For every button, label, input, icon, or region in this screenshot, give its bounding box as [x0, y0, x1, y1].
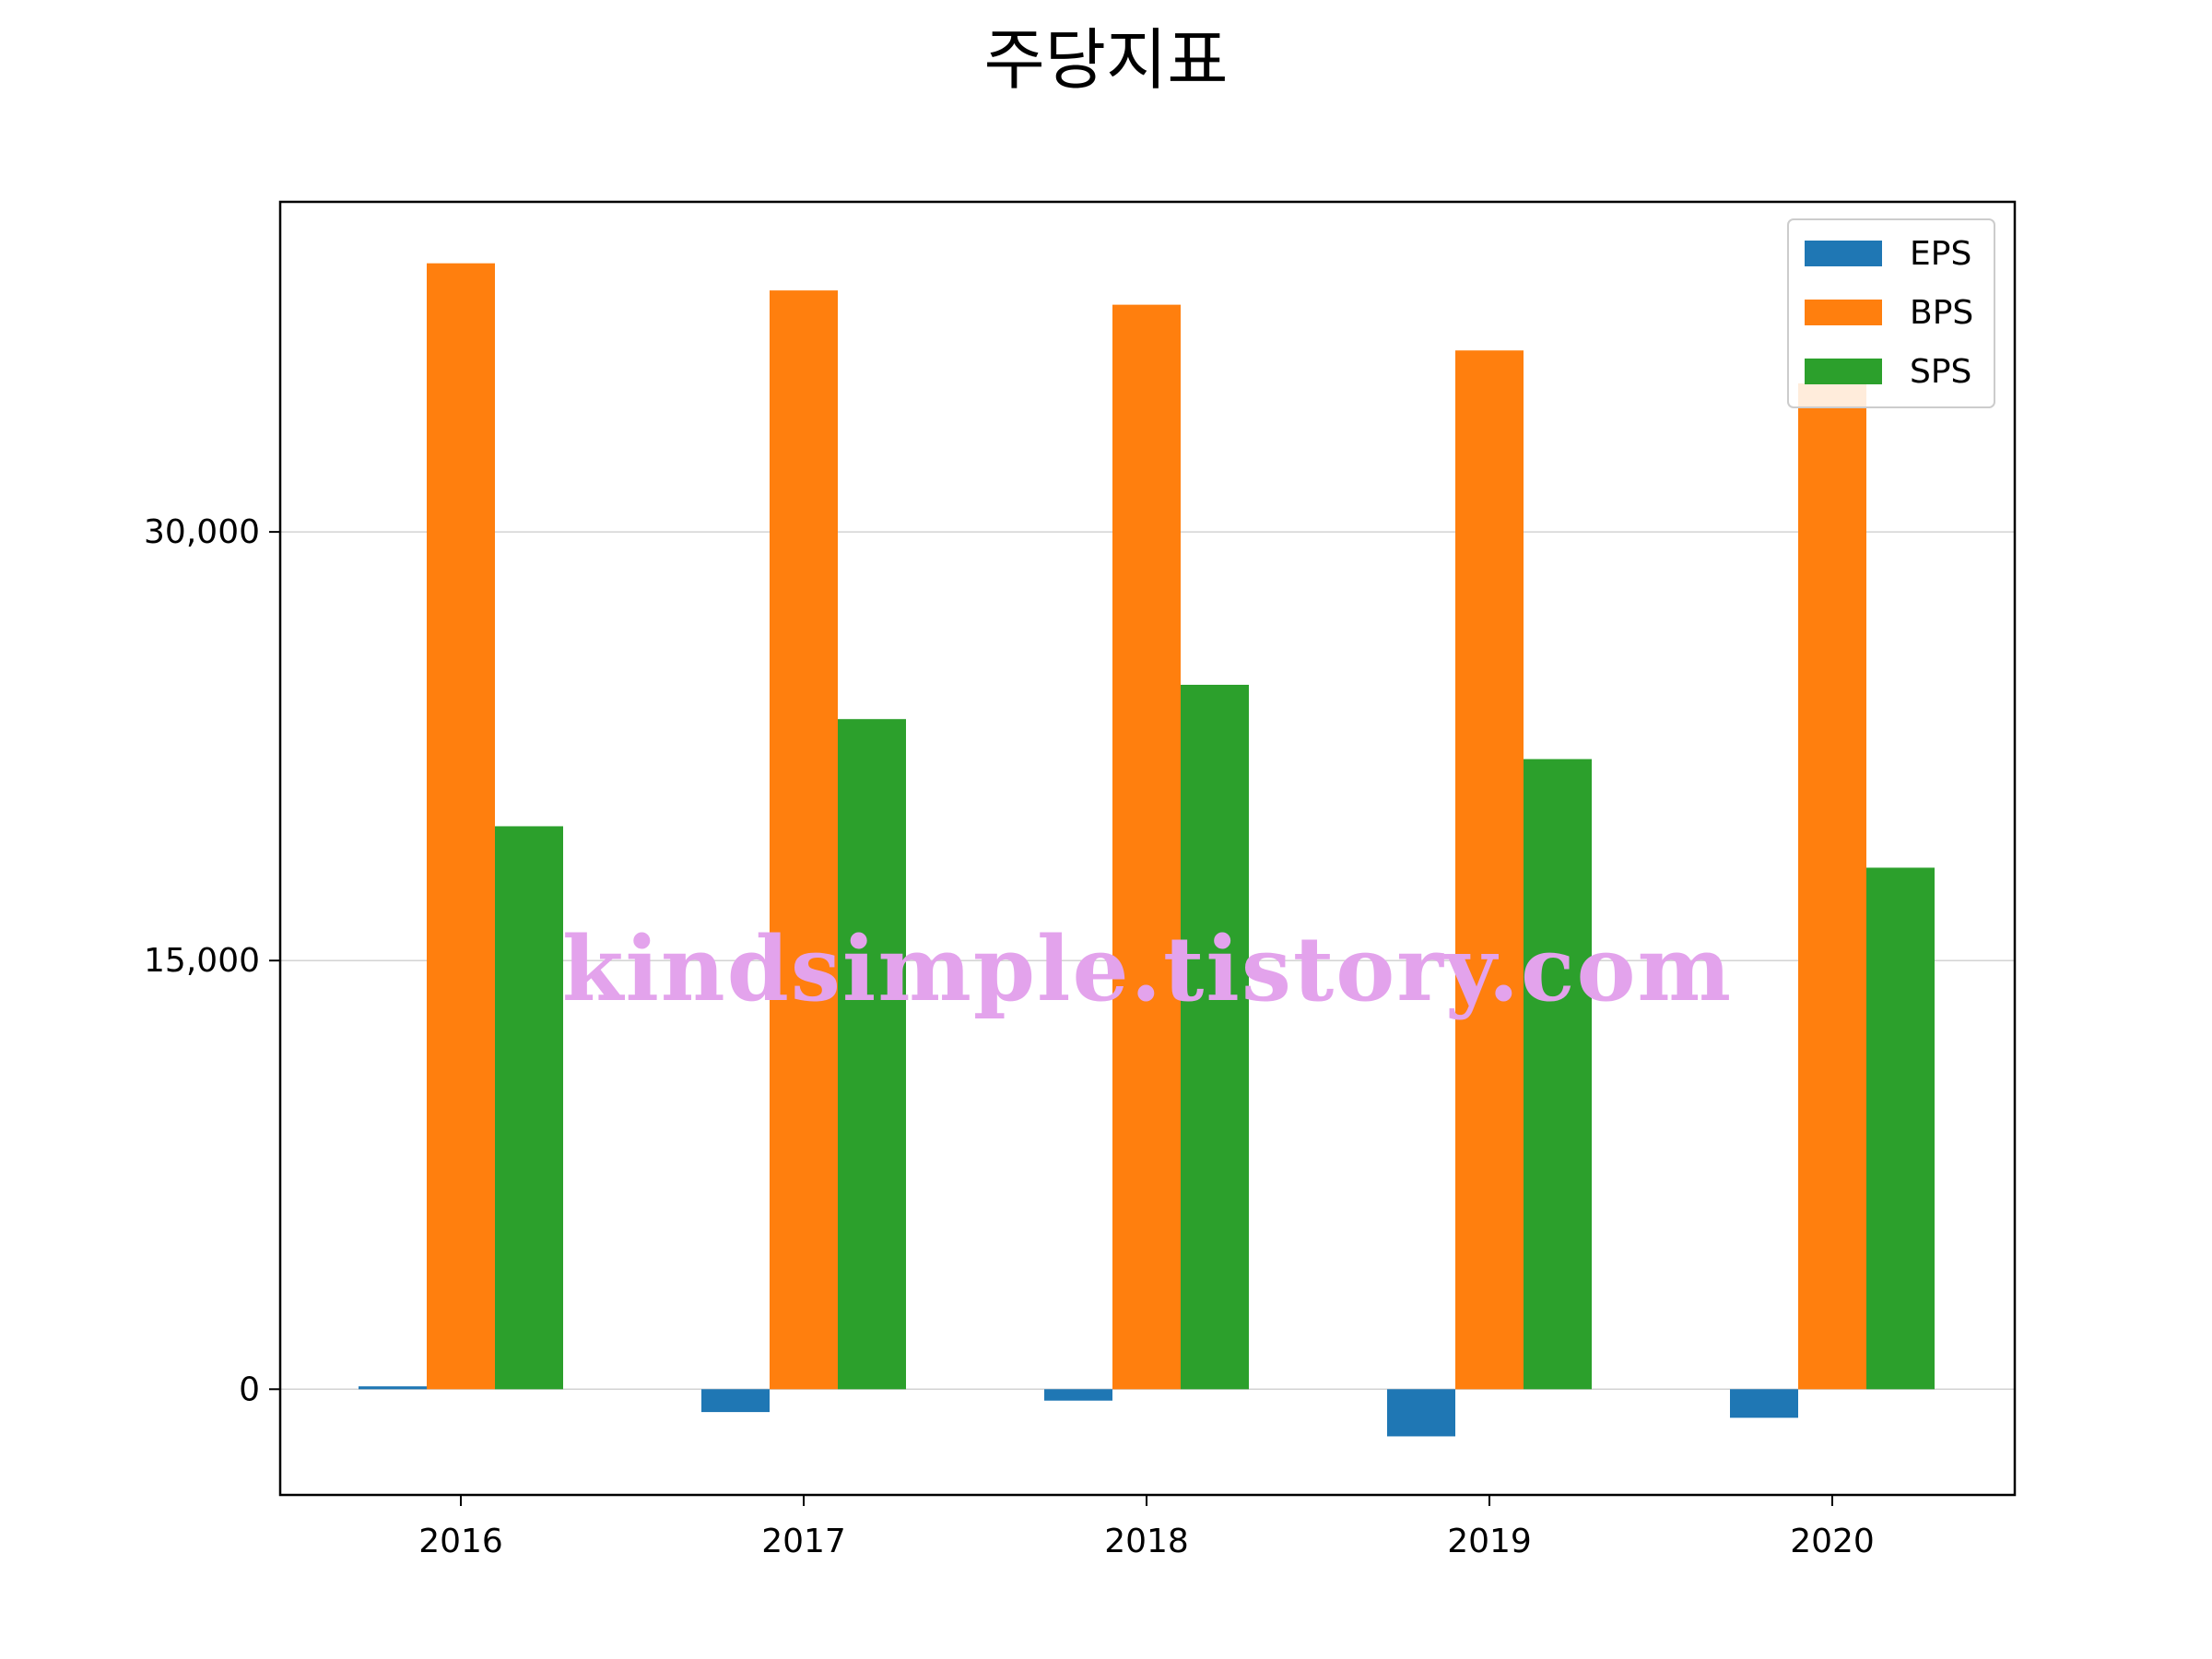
watermark: kindsimple.tistory.com	[562, 917, 1733, 1021]
legend-label-sps: SPS	[1910, 353, 1971, 391]
bar-bps-2018	[1112, 304, 1181, 1390]
legend-label-eps: EPS	[1910, 235, 1971, 273]
bar-eps-2019	[1387, 1389, 1455, 1437]
x-axis: 2016 2017 2018 2019 2020	[418, 1495, 1875, 1560]
x-tick-label: 2018	[1104, 1523, 1189, 1560]
legend-swatch-eps	[1805, 241, 1882, 266]
bar-bps-2020	[1798, 382, 1866, 1390]
bar-sps-2018	[1181, 684, 1249, 1390]
y-tick-label: 0	[239, 1371, 260, 1408]
legend: EPS BPS SPS	[1787, 218, 1995, 408]
bar-bps-2017	[770, 290, 838, 1390]
bar-eps-2018	[1044, 1389, 1112, 1401]
bar-eps-2017	[701, 1389, 770, 1413]
x-tick-label: 2016	[418, 1523, 503, 1560]
bar-bps-2016	[427, 263, 495, 1390]
bar-eps-2020	[1730, 1389, 1798, 1418]
legend-swatch-bps	[1805, 300, 1882, 325]
y-tick-label: 30,000	[144, 513, 260, 551]
y-tick-label: 15,000	[144, 942, 260, 980]
x-tick-label: 2020	[1790, 1523, 1875, 1560]
x-tick-label: 2017	[761, 1523, 846, 1560]
bar-eps-2016	[359, 1386, 427, 1390]
bar-sps-2017	[838, 719, 906, 1390]
legend-label-bps: BPS	[1910, 294, 1973, 332]
bar-sps-2019	[1524, 759, 1592, 1390]
bar-sps-2020	[1866, 867, 1935, 1390]
bar-bps-2019	[1455, 350, 1524, 1390]
bars	[359, 263, 1935, 1437]
bar-sps-2016	[495, 826, 563, 1390]
chart-title: 주당지표	[984, 21, 1229, 99]
x-tick-label: 2019	[1447, 1523, 1532, 1560]
legend-swatch-sps	[1805, 359, 1882, 384]
y-axis: 0 15,000 30,000	[144, 513, 280, 1408]
